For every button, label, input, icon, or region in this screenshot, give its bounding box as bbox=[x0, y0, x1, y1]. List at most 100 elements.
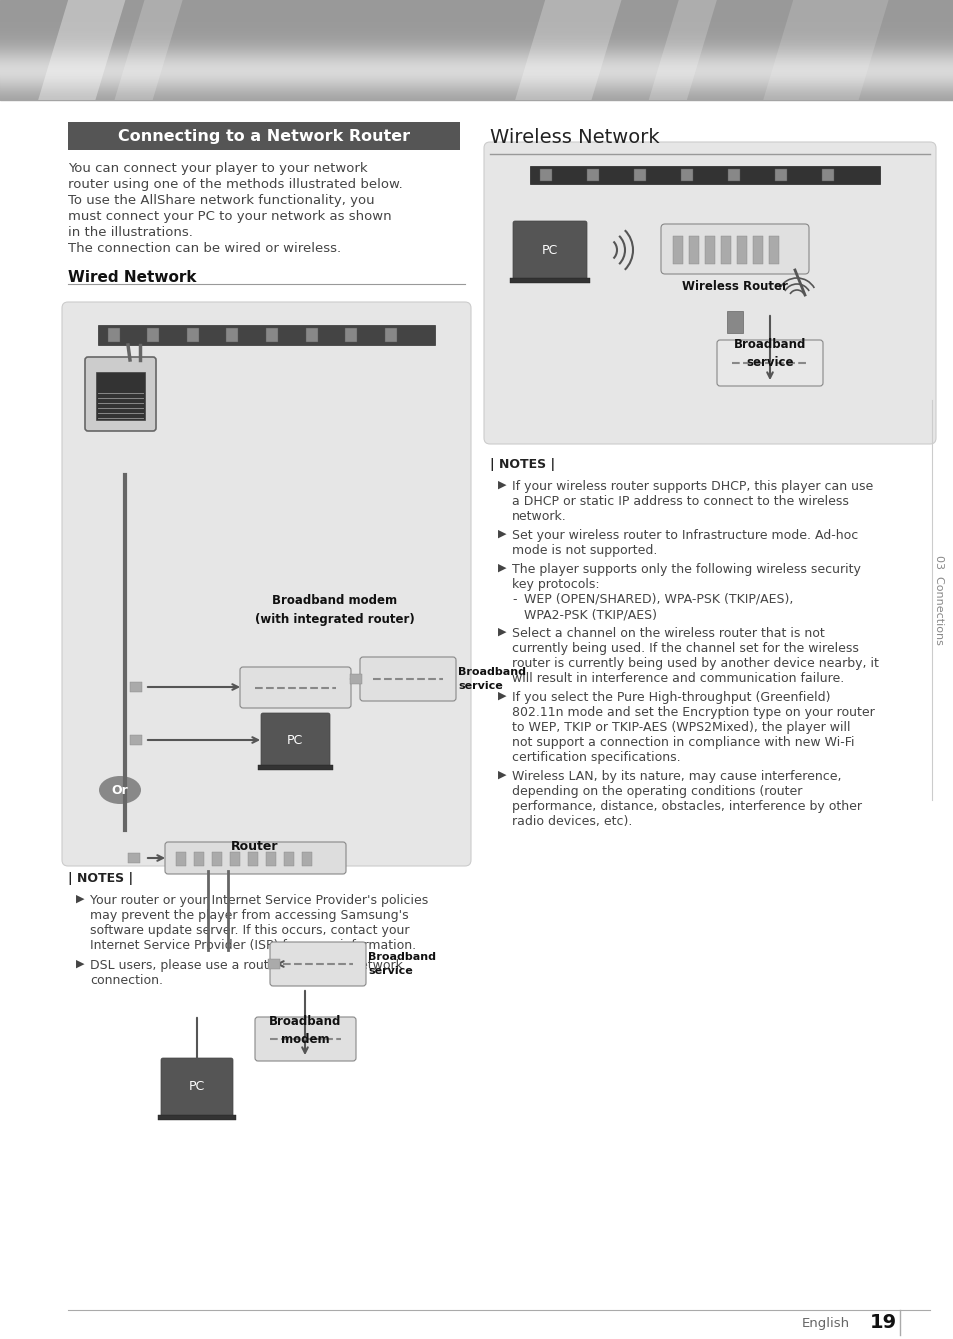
Bar bbox=[385, 328, 396, 341]
Bar bbox=[768, 236, 779, 264]
Bar bbox=[175, 852, 186, 866]
Bar bbox=[634, 169, 645, 181]
Text: performance, distance, obstacles, interference by other: performance, distance, obstacles, interf… bbox=[512, 799, 862, 813]
Bar bbox=[130, 682, 142, 692]
FancyBboxPatch shape bbox=[165, 842, 346, 874]
Text: in the illustrations.: in the illustrations. bbox=[68, 226, 193, 238]
Text: software update server. If this occurs, contact your: software update server. If this occurs, … bbox=[90, 924, 409, 937]
Text: Connecting to a Network Router: Connecting to a Network Router bbox=[118, 129, 410, 143]
Text: a DHCP or static IP address to connect to the wireless: a DHCP or static IP address to connect t… bbox=[512, 495, 848, 507]
Text: ▶: ▶ bbox=[497, 691, 506, 702]
FancyBboxPatch shape bbox=[254, 1018, 355, 1060]
Text: ▶: ▶ bbox=[497, 627, 506, 637]
FancyBboxPatch shape bbox=[660, 224, 808, 274]
Text: ▶: ▶ bbox=[497, 479, 506, 490]
Bar bbox=[266, 328, 277, 341]
Text: router using one of the methods illustrated below.: router using one of the methods illustra… bbox=[68, 178, 402, 191]
Text: Internet Service Provider (ISP) for more information.: Internet Service Provider (ISP) for more… bbox=[90, 939, 416, 952]
Bar bbox=[96, 372, 145, 420]
FancyBboxPatch shape bbox=[62, 303, 471, 866]
Text: Wireless Router: Wireless Router bbox=[681, 280, 787, 293]
Text: ▶: ▶ bbox=[76, 959, 85, 969]
Text: network.: network. bbox=[512, 510, 566, 524]
Bar bbox=[727, 169, 740, 181]
Text: If you select the Pure High-throughput (Greenfield): If you select the Pure High-throughput (… bbox=[512, 691, 830, 704]
Bar bbox=[688, 236, 699, 264]
Text: connection.: connection. bbox=[90, 973, 163, 987]
Text: The player supports only the following wireless security: The player supports only the following w… bbox=[512, 562, 860, 576]
Bar bbox=[268, 959, 280, 969]
Text: depending on the operating conditions (router: depending on the operating conditions (r… bbox=[512, 785, 801, 798]
Bar bbox=[108, 328, 120, 341]
Text: Set your wireless router to Infrastructure mode. Ad-hoc: Set your wireless router to Infrastructu… bbox=[512, 529, 858, 542]
Bar bbox=[284, 852, 294, 866]
Text: to WEP, TKIP or TKIP-AES (WPS2Mixed), the player will: to WEP, TKIP or TKIP-AES (WPS2Mixed), th… bbox=[512, 720, 850, 734]
Text: not support a connection in compliance with new Wi-Fi: not support a connection in compliance w… bbox=[512, 736, 854, 749]
Text: WEP (OPEN/SHARED), WPA-PSK (TKIP/AES),: WEP (OPEN/SHARED), WPA-PSK (TKIP/AES), bbox=[523, 593, 793, 607]
Text: Your router or your Internet Service Provider's policies: Your router or your Internet Service Pro… bbox=[90, 894, 428, 907]
Bar bbox=[230, 852, 240, 866]
FancyBboxPatch shape bbox=[161, 1058, 233, 1117]
Bar bbox=[266, 852, 275, 866]
Text: must connect your PC to your network as shown: must connect your PC to your network as … bbox=[68, 210, 392, 224]
Text: To use the AllShare network functionality, you: To use the AllShare network functionalit… bbox=[68, 194, 375, 208]
Text: will result in interference and communication failure.: will result in interference and communic… bbox=[512, 672, 843, 686]
Text: English: English bbox=[801, 1316, 849, 1330]
Text: | NOTES |: | NOTES | bbox=[68, 872, 133, 885]
Bar bbox=[774, 169, 786, 181]
Polygon shape bbox=[38, 0, 125, 100]
Bar bbox=[302, 852, 312, 866]
Bar bbox=[187, 328, 199, 341]
Text: Select a channel on the wireless router that is not: Select a channel on the wireless router … bbox=[512, 627, 824, 640]
Bar bbox=[158, 1115, 235, 1119]
Text: Broadband modem
(with integrated router): Broadband modem (with integrated router) bbox=[254, 595, 415, 625]
Bar bbox=[345, 328, 356, 341]
Text: ▶: ▶ bbox=[497, 529, 506, 540]
Polygon shape bbox=[648, 0, 716, 100]
Bar bbox=[720, 236, 730, 264]
FancyBboxPatch shape bbox=[261, 712, 330, 767]
Bar bbox=[128, 853, 140, 864]
Text: Broadband
service: Broadband service bbox=[368, 952, 436, 976]
Ellipse shape bbox=[99, 777, 141, 803]
Text: mode is not supported.: mode is not supported. bbox=[512, 544, 657, 557]
Bar bbox=[248, 852, 257, 866]
Text: ▶: ▶ bbox=[497, 562, 506, 573]
Text: PC: PC bbox=[189, 1081, 205, 1094]
Bar bbox=[510, 279, 589, 283]
Bar bbox=[586, 169, 598, 181]
Bar bbox=[680, 169, 692, 181]
Bar bbox=[212, 852, 222, 866]
Text: Or: Or bbox=[112, 783, 129, 797]
Polygon shape bbox=[762, 0, 887, 100]
Text: You can connect your player to your network: You can connect your player to your netw… bbox=[68, 162, 367, 175]
Text: 802.11n mode and set the Encryption type on your router: 802.11n mode and set the Encryption type… bbox=[512, 706, 874, 719]
Bar bbox=[147, 328, 159, 341]
Text: PC: PC bbox=[287, 734, 303, 747]
Text: Wired Network: Wired Network bbox=[68, 270, 196, 285]
Bar bbox=[257, 765, 333, 770]
Text: Wireless Network: Wireless Network bbox=[490, 129, 659, 147]
Bar bbox=[726, 311, 742, 333]
FancyBboxPatch shape bbox=[240, 667, 351, 708]
Bar bbox=[737, 236, 746, 264]
FancyBboxPatch shape bbox=[85, 358, 156, 431]
Text: ▶: ▶ bbox=[76, 894, 85, 904]
FancyBboxPatch shape bbox=[359, 657, 456, 702]
Text: radio devices, etc).: radio devices, etc). bbox=[512, 815, 632, 828]
FancyBboxPatch shape bbox=[270, 943, 366, 986]
Text: If your wireless router supports DHCP, this player can use: If your wireless router supports DHCP, t… bbox=[512, 479, 872, 493]
Text: router is currently being used by another device nearby, it: router is currently being used by anothe… bbox=[512, 657, 878, 670]
Text: key protocols:: key protocols: bbox=[512, 578, 599, 590]
Bar bbox=[672, 236, 682, 264]
Bar bbox=[98, 325, 435, 345]
FancyBboxPatch shape bbox=[717, 340, 822, 386]
Text: currently being used. If the channel set for the wireless: currently being used. If the channel set… bbox=[512, 641, 858, 655]
Polygon shape bbox=[114, 0, 182, 100]
Bar bbox=[821, 169, 833, 181]
Bar bbox=[752, 236, 762, 264]
Text: DSL users, please use a router to make a network: DSL users, please use a router to make a… bbox=[90, 959, 402, 972]
Text: WPA2-PSK (TKIP/AES): WPA2-PSK (TKIP/AES) bbox=[523, 608, 657, 621]
FancyBboxPatch shape bbox=[68, 122, 459, 150]
Text: 03  Connections: 03 Connections bbox=[933, 556, 943, 645]
